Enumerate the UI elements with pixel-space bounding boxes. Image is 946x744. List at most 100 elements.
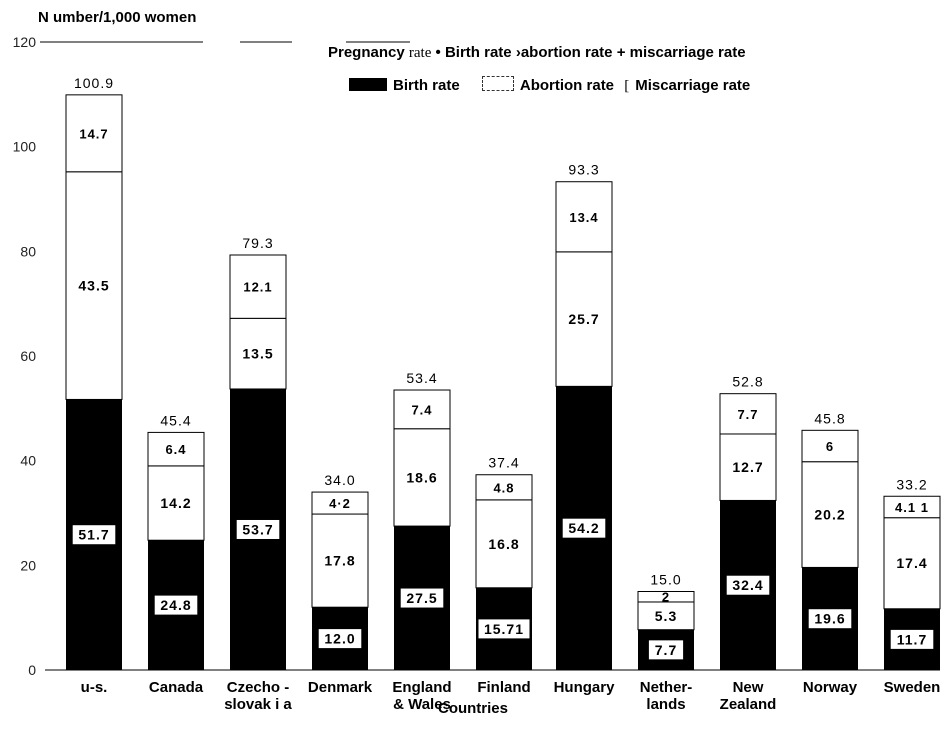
- legend-abortion-rate-text: ›abortion rate: [515, 44, 613, 61]
- miscarriage-value-label: 7.7: [737, 407, 758, 422]
- total-value-label: 93.3: [568, 162, 599, 178]
- birth-value-label: 53.7: [242, 521, 273, 537]
- miscarriage-value-label: 6: [826, 439, 834, 454]
- category-label: Finland: [477, 679, 530, 696]
- legend-rate: rate: [408, 45, 432, 61]
- birth-value-label: 32.4: [732, 577, 763, 593]
- total-value-label: 37.4: [488, 455, 519, 471]
- total-value-label: 34.0: [324, 472, 355, 488]
- birth-value-label: 11.7: [897, 631, 927, 647]
- abortion-value-label: 5.3: [655, 608, 677, 624]
- abortion-value-label: 17.8: [324, 553, 355, 569]
- bar-abortion: [719, 433, 777, 501]
- category-label: Nether-: [640, 679, 693, 696]
- birth-value-label: 12.0: [324, 631, 355, 647]
- y-tick-label: 0: [28, 662, 36, 678]
- legend-line-2: Birth rate Abortion rate [Miscarriage ra…: [349, 76, 750, 95]
- birth-value-label: 15.71: [484, 621, 524, 637]
- legend-line-1: Pregnancy rate • Birth rate ›abortion ra…: [328, 44, 746, 62]
- bar-miscarriage: [555, 181, 613, 253]
- birth-value-box: [725, 574, 771, 596]
- abortion-value-label: 13.5: [242, 346, 273, 362]
- bar-abortion: [311, 513, 369, 608]
- legend-pregnancy: Pregnancy: [328, 44, 405, 61]
- birth-value-label: 51.7: [78, 527, 109, 543]
- miscarriage-value-label: 2: [662, 590, 670, 605]
- bar-abortion: [475, 499, 533, 589]
- abortion-value-label: 43.5: [78, 278, 109, 294]
- miscarriage-value-label: 13.4: [569, 210, 598, 225]
- legend-plus: +: [616, 44, 626, 61]
- abortion-value-label: 16.8: [488, 536, 519, 552]
- birth-value-box: [561, 517, 607, 539]
- bar-miscarriage: [883, 495, 941, 519]
- bar-abortion: [393, 428, 451, 527]
- y-tick-label: 120: [13, 34, 37, 50]
- bar-miscarriage: [229, 254, 287, 319]
- total-value-label: 100.9: [74, 75, 114, 91]
- bar-abortion: [229, 317, 287, 390]
- miscarriage-value-label: 14.7: [79, 126, 108, 141]
- y-tick-label: 40: [20, 453, 36, 469]
- category-label-line2: lands: [646, 696, 685, 713]
- bar-miscarriage: [147, 431, 205, 467]
- total-value-label: 52.8: [732, 374, 763, 390]
- miscarriage-value-label: 7.4: [411, 402, 432, 417]
- total-value-label: 15.0: [650, 572, 681, 588]
- miscarriage-value-label: 4.1 1: [895, 500, 929, 515]
- legend-birth-rate-text: Birth rate: [444, 44, 512, 61]
- miscarriage-value-label: 6.4: [165, 442, 186, 457]
- abortion-value-label: 25.7: [568, 311, 599, 327]
- category-label: Norway: [803, 679, 858, 696]
- category-label-line2: slovak i a: [224, 696, 292, 713]
- legend-swatch-abortion: [481, 76, 514, 91]
- abortion-value-label: 12.7: [732, 459, 763, 475]
- birth-value-box: [235, 518, 281, 540]
- total-value-label: 79.3: [242, 235, 273, 251]
- bar-miscarriage: [393, 389, 451, 430]
- birth-value-label: 24.8: [160, 597, 191, 613]
- category-label: New: [733, 679, 764, 696]
- bar-miscarriage: [65, 94, 123, 173]
- birth-value-box: [477, 618, 531, 640]
- legend-abortion-label: Abortion rate: [519, 77, 615, 94]
- total-value-label: 33.2: [896, 476, 927, 492]
- bar-miscarriage: [719, 393, 777, 435]
- birth-value-box: [153, 594, 199, 616]
- birth-value-label: 54.2: [568, 520, 599, 536]
- legend-birth-label: Birth rate: [393, 77, 460, 94]
- birth-value-box: [317, 628, 363, 650]
- bar-miscarriage: [801, 429, 859, 463]
- birth-value-box: [807, 608, 853, 630]
- y-tick-label: 20: [20, 557, 36, 573]
- abortion-value-label: 17.4: [896, 555, 927, 571]
- bar-abortion: [883, 517, 941, 610]
- legend-miscarriage-label: Miscarriage rate: [635, 77, 751, 94]
- abortion-value-label: 20.2: [814, 507, 845, 523]
- category-label: Denmark: [308, 679, 373, 696]
- abortion-value-label: 18.6: [406, 469, 437, 485]
- birth-value-box: [647, 639, 685, 661]
- category-label: u-s.: [81, 679, 108, 696]
- bar-abortion: [65, 171, 123, 400]
- category-label: England: [392, 679, 451, 696]
- birth-value-label: 27.5: [406, 590, 437, 606]
- bar-abortion: [147, 465, 205, 541]
- birth-value-box: [399, 587, 445, 609]
- category-label: Hungary: [554, 679, 616, 696]
- bar-miscarriage: [475, 474, 533, 501]
- total-value-label: 45.4: [160, 412, 191, 428]
- total-value-label: 53.4: [406, 370, 437, 386]
- bar-miscarriage: [637, 591, 695, 603]
- legend-bullet: •: [435, 44, 441, 61]
- total-value-label: 45.8: [814, 410, 845, 426]
- birth-value-box: [889, 628, 935, 650]
- y-tick-label: 60: [20, 348, 36, 364]
- y-tick-label: 80: [20, 243, 36, 259]
- bar-abortion: [555, 251, 613, 387]
- birth-value-label: 7.7: [655, 642, 677, 658]
- miscarriage-value-label: 4·2: [329, 496, 351, 511]
- y-axis-title: N umber/1,000 women: [38, 9, 197, 26]
- legend-miscarriage-rate-text: miscarriage rate: [629, 44, 746, 61]
